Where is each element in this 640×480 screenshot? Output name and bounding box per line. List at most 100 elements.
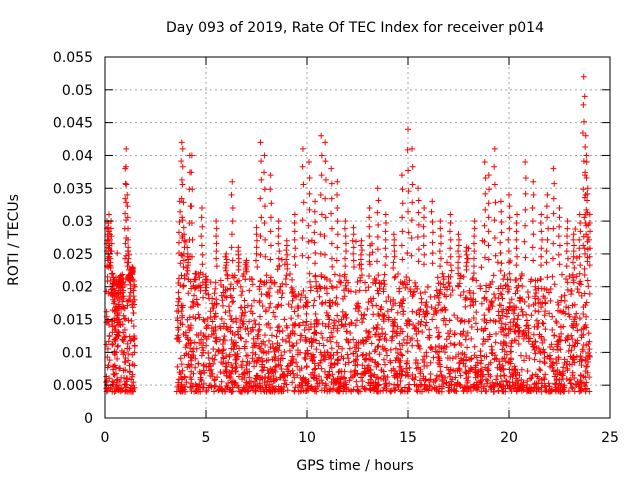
- scatter-point: [403, 273, 410, 280]
- scatter-point: [558, 271, 565, 278]
- scatter-point: [499, 362, 506, 369]
- scatter-point: [372, 346, 379, 353]
- scatter-point-streak: [349, 237, 356, 244]
- scatter-point: [340, 382, 347, 389]
- scatter-point: [375, 290, 382, 297]
- scatter-point: [200, 316, 207, 323]
- scatter-point-streak: [125, 225, 132, 232]
- scatter-point: [479, 340, 486, 347]
- scatter-point: [316, 340, 323, 347]
- scatter-point-streak: [583, 174, 590, 181]
- scatter-point: [239, 371, 246, 378]
- scatter-point: [249, 349, 256, 356]
- scatter-point: [270, 378, 277, 385]
- x-tick-label: 0: [101, 430, 110, 446]
- scatter-point: [392, 345, 399, 352]
- scatter-point-streak: [470, 255, 477, 262]
- scatter-point-streak: [123, 199, 130, 206]
- scatter-point-streak: [321, 233, 328, 240]
- scatter-point: [341, 287, 348, 294]
- scatter-point: [256, 321, 263, 328]
- scatter-point: [300, 375, 307, 382]
- scatter-point-streak: [120, 287, 127, 294]
- scatter-point: [399, 280, 406, 287]
- scatter-point: [565, 347, 572, 354]
- scatter-point-streak: [583, 206, 590, 213]
- scatter-point: [530, 331, 537, 338]
- scatter-point-peak: [116, 316, 123, 323]
- scatter-point: [385, 293, 392, 300]
- scatter-point: [457, 272, 464, 279]
- scatter-point-streak: [192, 270, 199, 277]
- scatter-point: [538, 335, 545, 342]
- scatter-point: [294, 372, 301, 379]
- scatter-point: [323, 374, 330, 381]
- scatter-point: [238, 304, 245, 311]
- scatter-point: [586, 388, 593, 395]
- scatter-point: [293, 340, 300, 347]
- scatter-point: [268, 332, 275, 339]
- scatter-point-streak: [543, 259, 550, 266]
- scatter-point: [403, 365, 410, 372]
- scatter-point: [460, 273, 467, 280]
- scatter-point: [467, 296, 474, 303]
- scatter-point-streak: [180, 257, 187, 264]
- scatter-point: [116, 378, 123, 385]
- scatter-point: [566, 361, 573, 368]
- scatter-point-streak: [564, 233, 571, 240]
- scatter-point-peak: [455, 231, 462, 238]
- scatter-point-streak: [114, 331, 121, 338]
- scatter-point-streak: [447, 253, 454, 260]
- scatter-point-streak: [587, 228, 594, 235]
- scatter-point: [252, 340, 259, 347]
- scatter-point: [468, 366, 475, 373]
- scatter-point: [542, 383, 549, 390]
- scatter-point-peak: [471, 218, 478, 225]
- scatter-point: [276, 374, 283, 381]
- scatter-point: [392, 273, 399, 280]
- scatter-point-streak: [261, 203, 268, 210]
- scatter-point: [551, 332, 558, 339]
- scatter-point: [499, 346, 506, 353]
- scatter-point: [380, 286, 387, 293]
- scatter-point: [518, 272, 525, 279]
- scatter-point: [279, 336, 286, 343]
- scatter-point-streak: [391, 253, 398, 260]
- scatter-point-streak: [482, 190, 489, 197]
- scatter-point: [406, 386, 413, 393]
- scatter-point: [298, 387, 305, 394]
- scatter-point-streak: [175, 298, 182, 305]
- scatter-point: [226, 303, 233, 310]
- scatter-point: [213, 301, 220, 308]
- scatter-point: [201, 318, 208, 325]
- scatter-point: [281, 348, 288, 355]
- scatter-point: [424, 362, 431, 369]
- scatter-point: [405, 385, 412, 392]
- scatter-point: [569, 271, 576, 278]
- scatter-point: [499, 285, 506, 292]
- scatter-point-streak: [455, 264, 462, 271]
- scatter-point: [528, 312, 535, 319]
- scatter-point-streak: [306, 174, 313, 181]
- scatter-point: [497, 373, 504, 380]
- scatter-point: [203, 342, 210, 349]
- scatter-point-streak: [366, 251, 373, 258]
- scatter-point-streak: [189, 253, 196, 260]
- scatter-point-streak: [569, 259, 576, 266]
- scatter-point: [578, 362, 585, 369]
- scatter-point-streak: [108, 248, 115, 255]
- scatter-point: [363, 352, 370, 359]
- scatter-point-peak: [556, 204, 563, 211]
- scatter-point-peak: [583, 159, 590, 166]
- scatter-point-streak: [334, 231, 341, 238]
- scatter-point-streak: [550, 240, 557, 247]
- y-tick-label: 0: [84, 411, 93, 427]
- scatter-point: [285, 368, 292, 375]
- scatter-point: [195, 311, 202, 318]
- scatter-point: [585, 358, 592, 365]
- scatter-point: [289, 379, 296, 386]
- scatter-point: [192, 355, 199, 362]
- scatter-point: [210, 346, 217, 353]
- scatter-point: [219, 297, 226, 304]
- scatter-point: [199, 344, 206, 351]
